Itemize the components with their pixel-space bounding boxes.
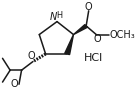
Text: H: H [56, 11, 63, 20]
Text: O: O [85, 2, 92, 12]
Text: O: O [28, 51, 35, 61]
Text: N: N [50, 12, 57, 22]
Text: O: O [94, 34, 101, 44]
Text: HCl: HCl [84, 53, 103, 63]
Text: OCH₃: OCH₃ [110, 30, 135, 40]
Text: O: O [10, 79, 18, 89]
Polygon shape [73, 25, 87, 35]
Polygon shape [65, 35, 73, 55]
